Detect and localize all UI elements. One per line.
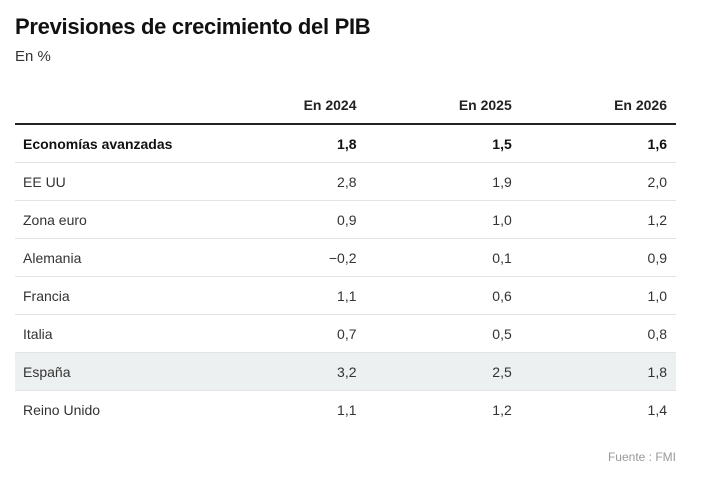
table-row: Economías avanzadas 1,8 1,5 1,6 (15, 124, 676, 163)
value-cell: 1,6 (520, 124, 676, 163)
value-cell: 2,5 (365, 352, 521, 391)
value-cell: 0,8 (520, 314, 676, 353)
row-label: EE UU (15, 162, 211, 201)
value-cell: 1,2 (520, 200, 676, 239)
value-cell: 0,6 (365, 276, 521, 315)
table-row: Zona euro 0,9 1,0 1,2 (15, 200, 676, 239)
value-cell: 1,5 (365, 124, 521, 163)
table-header-row: En 2024 En 2025 En 2026 (15, 86, 676, 125)
value-cell: 0,1 (365, 238, 521, 277)
table-row: Reino Unido 1,1 1,2 1,4 (15, 391, 676, 429)
row-label: Francia (15, 276, 211, 315)
row-label: Zona euro (15, 200, 211, 239)
value-cell: 0,5 (365, 314, 521, 353)
row-label: Economías avanzadas (15, 124, 211, 163)
value-cell: 1,4 (647, 401, 667, 418)
value-cell: 1,1 (337, 401, 357, 418)
table-row: EE UU 2,8 1,9 2,0 (15, 162, 676, 201)
value-cell: 0,7 (210, 314, 366, 353)
value-cell: 1,1 (210, 276, 366, 315)
row-label: Reino Unido (23, 401, 101, 418)
value-cell: 1,0 (365, 200, 521, 239)
value-cell: 3,2 (210, 352, 366, 391)
chart-title: Previsiones de crecimiento del PIB (15, 14, 371, 39)
table-row: Francia 1,1 0,6 1,0 (15, 276, 676, 315)
value-cell: 2,0 (520, 162, 676, 201)
value-cell: 1,0 (520, 276, 676, 315)
value-cell: 1,8 (210, 124, 366, 163)
value-cell: 1,2 (492, 401, 512, 418)
row-label: Italia (15, 314, 211, 353)
table-row: Alemania −0,2 0,1 0,9 (15, 238, 676, 277)
header-cell-2025: En 2025 (365, 86, 521, 125)
table-row: España 3,2 2,5 1,8 (15, 352, 676, 391)
value-cell: −0,2 (210, 238, 366, 277)
table-row: Italia 0,7 0,5 0,8 (15, 314, 676, 353)
value-cell: 1,9 (365, 162, 521, 201)
value-cell: 2,8 (210, 162, 366, 201)
row-label: España (15, 352, 211, 391)
source-note: Fuente : FMI (607, 450, 676, 464)
header-cell-2024: En 2024 (210, 86, 366, 125)
value-cell: 0,9 (520, 238, 676, 277)
row-label: Alemania (15, 238, 211, 277)
data-table: En 2024 En 2025 En 2026 Economías avanza… (15, 86, 676, 428)
chart-subtitle: En % (15, 48, 51, 65)
value-cell: 1,8 (520, 352, 676, 391)
header-cell-label (15, 86, 211, 125)
value-cell: 0,9 (210, 200, 366, 239)
header-cell-2026: En 2026 (520, 86, 676, 125)
table-body: Economías avanzadas 1,8 1,5 1,6 EE UU 2,8 1,9 2… (15, 124, 676, 428)
